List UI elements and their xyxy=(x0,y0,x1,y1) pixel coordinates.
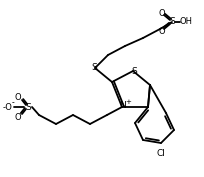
Text: S: S xyxy=(91,64,96,73)
Text: S: S xyxy=(131,67,136,76)
Text: -O: -O xyxy=(3,102,13,112)
Text: -: - xyxy=(12,98,14,107)
Text: +: + xyxy=(124,99,130,105)
Text: S: S xyxy=(25,102,31,112)
Text: O: O xyxy=(15,113,21,121)
Text: O: O xyxy=(15,93,21,101)
Text: Cl: Cl xyxy=(156,150,165,158)
Text: OH: OH xyxy=(179,18,192,27)
Text: S: S xyxy=(168,18,174,27)
Text: N: N xyxy=(119,101,126,110)
Text: O: O xyxy=(158,27,164,36)
Text: O: O xyxy=(158,8,164,18)
